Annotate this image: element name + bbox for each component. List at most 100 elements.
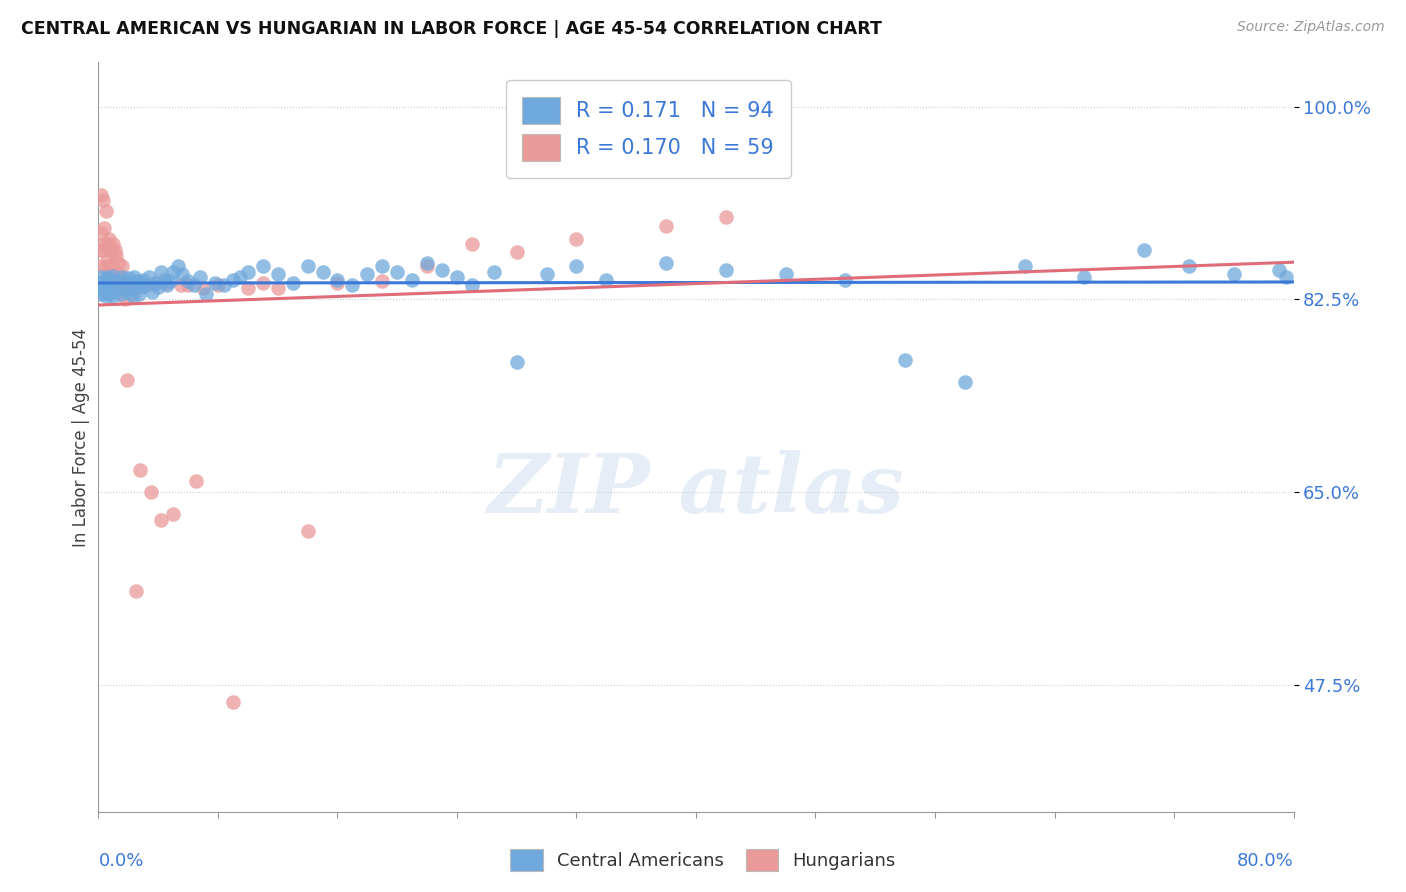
Point (1275, 270, 1298, 285)
Point (114, 293, 136, 307)
Point (150, 265, 173, 279)
Point (461, 278, 484, 293)
Point (98, 241, 122, 255)
Point (401, 272, 423, 286)
Point (536, 267, 558, 281)
Point (89, 281, 111, 295)
Point (894, 353, 917, 368)
Point (97, 278, 120, 293)
Point (98, 281, 122, 295)
Point (94, 260, 117, 274)
Point (125, 584, 148, 599)
Point (89, 260, 111, 274)
Point (222, 694, 245, 708)
Point (1073, 270, 1095, 285)
Point (188, 270, 211, 285)
Point (127, 274, 149, 288)
Point (93, 220, 115, 235)
Point (103, 269, 125, 284)
Point (103, 270, 125, 285)
Point (121, 289, 143, 303)
Text: CENTRAL AMERICAN VS HUNGARIAN IN LABOR FORCE | AGE 45-54 CORRELATION CHART: CENTRAL AMERICAN VS HUNGARIAN IN LABOR F… (21, 20, 882, 37)
Point (115, 285, 138, 299)
Point (103, 237, 125, 252)
Point (112, 281, 135, 295)
Point (183, 278, 205, 293)
Point (484, 265, 506, 279)
Point (162, 265, 184, 279)
Point (371, 260, 394, 274)
Point (93, 280, 115, 294)
Point (117, 278, 139, 293)
Point (96, 270, 118, 285)
Point (90, 270, 112, 285)
Point (169, 278, 191, 293)
Point (138, 270, 160, 285)
Point (104, 243, 127, 257)
Point (236, 281, 259, 295)
Point (105, 248, 128, 262)
Point (94, 289, 117, 303)
Point (110, 276, 132, 290)
Point (655, 219, 678, 233)
Point (101, 267, 124, 281)
Point (111, 270, 134, 285)
Point (207, 278, 229, 293)
Text: Source: ZipAtlas.com: Source: ZipAtlas.com (1237, 20, 1385, 34)
Point (89, 276, 111, 290)
Point (139, 485, 162, 500)
Point (143, 276, 166, 290)
Text: 0.0%: 0.0% (98, 852, 143, 870)
Point (506, 244, 529, 259)
Point (326, 276, 349, 290)
Point (97, 270, 120, 285)
Point (112, 278, 135, 293)
Point (356, 267, 378, 281)
Point (96, 253, 118, 268)
Point (91, 278, 114, 293)
Point (129, 463, 152, 477)
Point (446, 270, 468, 285)
Legend: Central Americans, Hungarians: Central Americans, Hungarians (503, 842, 903, 879)
Point (108, 267, 131, 281)
Point (1178, 260, 1201, 274)
Y-axis label: In Labor Force | Age 45-54: In Labor Force | Age 45-54 (72, 327, 90, 547)
Point (1223, 267, 1246, 281)
Point (118, 281, 141, 295)
Point (311, 265, 333, 279)
Point (90, 286, 112, 301)
Point (125, 278, 148, 293)
Point (195, 286, 218, 301)
Point (461, 237, 484, 252)
Point (114, 276, 136, 290)
Point (229, 270, 252, 285)
Point (177, 278, 200, 293)
Point (775, 267, 797, 281)
Point (111, 260, 134, 274)
Text: ZIP atlas: ZIP atlas (488, 450, 904, 530)
Point (91, 243, 114, 257)
Point (714, 262, 737, 277)
Point (252, 260, 274, 274)
Point (107, 281, 129, 295)
Point (93, 237, 115, 252)
Point (191, 281, 214, 295)
Point (89, 243, 111, 257)
Point (120, 276, 142, 290)
Point (124, 270, 146, 285)
Point (385, 265, 409, 279)
Point (117, 271, 139, 285)
Point (96, 237, 118, 252)
Point (115, 373, 138, 387)
Point (252, 276, 274, 290)
Point (177, 274, 200, 288)
Point (267, 281, 290, 295)
Point (103, 289, 125, 303)
Point (506, 355, 529, 369)
Point (93, 274, 115, 288)
Point (565, 232, 588, 246)
Point (150, 513, 173, 527)
Point (222, 272, 245, 286)
Point (97, 286, 120, 301)
Point (104, 276, 127, 290)
